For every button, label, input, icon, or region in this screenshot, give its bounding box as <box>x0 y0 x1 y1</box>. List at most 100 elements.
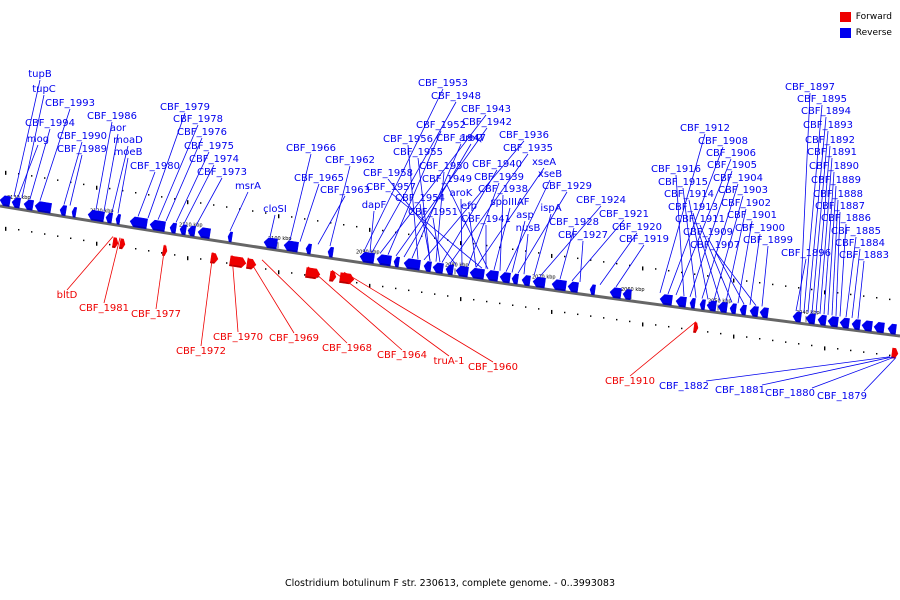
gene-label-cbf-1966[interactable]: CBF_1966 <box>286 143 336 154</box>
reverse-gene[interactable] <box>675 296 687 308</box>
reverse-gene[interactable] <box>263 237 278 250</box>
gene-label-cbf-1924[interactable]: CBF_1924 <box>576 195 626 206</box>
reverse-gene[interactable] <box>469 267 485 280</box>
gene-label-cbf-1880[interactable]: CBF_1880 <box>765 388 815 399</box>
reverse-gene[interactable] <box>305 243 313 255</box>
gene-label-cbf-1916[interactable]: CBF_1916 <box>651 164 701 175</box>
gene-label-cbf-1951[interactable]: CBF_1951 <box>408 207 458 218</box>
gene-label-cbf-1935[interactable]: CBF_1935 <box>503 143 553 154</box>
reverse-gene[interactable] <box>521 275 531 287</box>
gene-label-cbf-1963[interactable]: CBF_1963 <box>320 185 370 196</box>
reverse-gene[interactable] <box>827 316 839 328</box>
forward-gene[interactable] <box>111 237 119 249</box>
reverse-gene[interactable] <box>393 256 400 268</box>
reverse-gene[interactable] <box>706 300 717 312</box>
forward-gene[interactable] <box>229 255 247 268</box>
gene-label-cbf-1899[interactable]: CBF_1899 <box>743 235 793 246</box>
gene-label-cbf-1942[interactable]: CBF_1942 <box>462 117 512 128</box>
reverse-gene[interactable] <box>567 281 579 293</box>
reverse-gene[interactable] <box>532 276 546 289</box>
gene-label-cbf-1969[interactable]: CBF_1969 <box>269 333 319 344</box>
gene-label-cbf-1885[interactable]: CBF_1885 <box>831 226 881 237</box>
gene-label-cbf-1894[interactable]: CBF_1894 <box>801 106 851 117</box>
gene-label-cbf-1886[interactable]: CBF_1886 <box>821 213 871 224</box>
gene-label-cbf-1986[interactable]: CBF_1986 <box>87 111 137 122</box>
gene-label-cbf-1952[interactable]: CBF_1952 <box>416 120 466 131</box>
gene-label-cbf-1921[interactable]: CBF_1921 <box>599 209 649 220</box>
reverse-gene[interactable] <box>115 214 122 225</box>
gene-label-cbf-1938[interactable]: CBF_1938 <box>478 184 528 195</box>
gene-label-closi[interactable]: cloSI <box>263 204 287 215</box>
gene-label-cbf-1949[interactable]: CBF_1949 <box>422 174 472 185</box>
gene-label-cbf-1907[interactable]: CBF_1907 <box>690 240 740 251</box>
gene-label-cbf-1914[interactable]: CBF_1914 <box>664 189 714 200</box>
reverse-gene[interactable] <box>805 313 816 325</box>
gene-label-cbf-1920[interactable]: CBF_1920 <box>612 222 662 233</box>
reverse-gene[interactable] <box>873 322 885 334</box>
gene-label-cbf-1974[interactable]: CBF_1974 <box>189 154 239 165</box>
gene-label-cbf-1948[interactable]: CBF_1948 <box>431 91 481 102</box>
forward-gene[interactable] <box>305 267 321 280</box>
reverse-gene[interactable] <box>34 201 52 214</box>
reverse-gene[interactable] <box>609 287 622 299</box>
gene-label-cbf-1882[interactable]: CBF_1882 <box>659 381 709 392</box>
reverse-gene[interactable] <box>792 311 802 323</box>
gene-label-cbf-1928[interactable]: CBF_1928 <box>549 217 599 228</box>
forward-gene[interactable] <box>339 272 355 285</box>
gene-label-cbf-1965[interactable]: CBF_1965 <box>294 173 344 184</box>
gene-label-trua-1[interactable]: truA-1 <box>434 356 465 367</box>
reverse-gene[interactable] <box>71 206 78 218</box>
gene-label-cbf-1943[interactable]: CBF_1943 <box>461 104 511 115</box>
gene-label-cbf-1980[interactable]: CBF_1980 <box>130 161 180 172</box>
gene-label-cbf-1897[interactable]: CBF_1897 <box>785 82 835 93</box>
reverse-gene[interactable] <box>759 307 769 319</box>
gene-label-cbf-1915[interactable]: CBF_1915 <box>658 177 708 188</box>
gene-label-dapf[interactable]: dapF <box>362 200 387 211</box>
gene-label-cbf-1904[interactable]: CBF_1904 <box>713 173 763 184</box>
gene-label-cbf-1989[interactable]: CBF_1989 <box>57 144 107 155</box>
gene-label-cbf-1911[interactable]: CBF_1911 <box>675 214 725 225</box>
reverse-gene[interactable] <box>499 272 511 284</box>
gene-label-cbf-1913[interactable]: CBF_1913 <box>668 202 718 213</box>
gene-label-moeb[interactable]: moeB <box>114 147 143 158</box>
gene-label-msra[interactable]: msrA <box>235 181 261 192</box>
gene-label-asp[interactable]: asp <box>516 210 534 221</box>
gene-label-cbf-1976[interactable]: CBF_1976 <box>177 127 227 138</box>
reverse-gene[interactable] <box>11 197 22 209</box>
gene-label-cbf-1960[interactable]: CBF_1960 <box>468 362 518 373</box>
gene-label-cbf-1919[interactable]: CBF_1919 <box>619 234 669 245</box>
gene-label-cbf-1978[interactable]: CBF_1978 <box>173 114 223 125</box>
gene-label-cbf-1970[interactable]: CBF_1970 <box>213 332 263 343</box>
gene-label-cbf-1879[interactable]: CBF_1879 <box>817 391 867 402</box>
reverse-gene[interactable] <box>432 262 444 274</box>
reverse-gene[interactable] <box>485 270 499 282</box>
gene-label-cbf-1939[interactable]: CBF_1939 <box>474 172 524 183</box>
reverse-gene[interactable] <box>717 301 728 314</box>
gene-label-cbf-1889[interactable]: CBF_1889 <box>811 175 861 186</box>
gene-label-cbf-1903[interactable]: CBF_1903 <box>718 185 768 196</box>
gene-label-cbf-1912[interactable]: CBF_1912 <box>680 123 730 134</box>
gene-label-cbf-1893[interactable]: CBF_1893 <box>803 120 853 131</box>
gene-label-cbf-1909[interactable]: CBF_1909 <box>683 227 733 238</box>
gene-label-cbf-1908[interactable]: CBF_1908 <box>698 136 748 147</box>
gene-label-cbf-1941[interactable]: CBF_1941 <box>461 214 511 225</box>
gene-label-cbf-1947[interactable]: CBF_1947 <box>436 133 486 144</box>
reverse-gene[interactable] <box>589 284 596 296</box>
gene-label-cbf-1929[interactable]: CBF_1929 <box>542 181 592 192</box>
gene-label-cbf-1990[interactable]: CBF_1990 <box>57 131 107 142</box>
gene-label-cbf-1902[interactable]: CBF_1902 <box>721 198 771 209</box>
reverse-gene[interactable] <box>359 251 375 264</box>
gene-label-cbf-1972[interactable]: CBF_1972 <box>176 346 226 357</box>
gene-label-cbf-1950[interactable]: CBF_1950 <box>419 161 469 172</box>
reverse-gene[interactable] <box>179 224 188 236</box>
reverse-gene[interactable] <box>129 216 148 230</box>
gene-label-cbf-1910[interactable]: CBF_1910 <box>605 376 655 387</box>
gene-label-cbf-1927[interactable]: CBF_1927 <box>558 230 608 241</box>
gene-label-cbf-1896[interactable]: CBF_1896 <box>781 248 831 259</box>
gene-label-cbf-1994[interactable]: CBF_1994 <box>25 118 75 129</box>
forward-gene[interactable] <box>693 322 699 333</box>
gene-label-arok[interactable]: aroK <box>450 188 473 199</box>
reverse-gene[interactable] <box>105 212 114 224</box>
reverse-gene[interactable] <box>511 273 519 285</box>
gene-label-cbf-1953[interactable]: CBF_1953 <box>418 78 468 89</box>
